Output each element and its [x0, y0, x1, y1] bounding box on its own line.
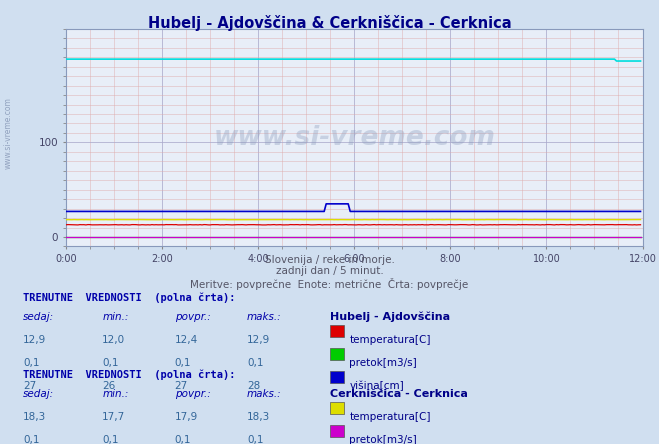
Text: TRENUTNE  VREDNOSTI  (polna črta):: TRENUTNE VREDNOSTI (polna črta):: [23, 369, 235, 380]
Text: povpr.:: povpr.:: [175, 312, 210, 322]
Text: 18,3: 18,3: [247, 412, 270, 422]
Text: min.:: min.:: [102, 389, 129, 399]
Text: maks.:: maks.:: [247, 389, 282, 399]
Text: Cerkniščica - Cerknica: Cerkniščica - Cerknica: [330, 389, 467, 399]
Text: www.si-vreme.com: www.si-vreme.com: [214, 125, 495, 151]
Text: višina[cm]: višina[cm]: [349, 381, 404, 392]
Text: 12,9: 12,9: [23, 335, 46, 345]
Text: 0,1: 0,1: [247, 435, 264, 444]
Text: TRENUTNE  VREDNOSTI  (polna črta):: TRENUTNE VREDNOSTI (polna črta):: [23, 292, 235, 303]
Text: temperatura[C]: temperatura[C]: [349, 412, 431, 422]
Text: 18,3: 18,3: [23, 412, 46, 422]
Text: 0,1: 0,1: [102, 358, 119, 368]
Text: 28: 28: [247, 381, 260, 391]
Text: 0,1: 0,1: [247, 358, 264, 368]
Text: Hubelj - Ajdovščina: Hubelj - Ajdovščina: [330, 312, 449, 322]
Text: 12,9: 12,9: [247, 335, 270, 345]
Text: 0,1: 0,1: [23, 358, 40, 368]
Text: 0,1: 0,1: [102, 435, 119, 444]
Text: 12,4: 12,4: [175, 335, 198, 345]
Text: Slovenija / reke in morje.: Slovenija / reke in morje.: [264, 255, 395, 266]
Text: www.si-vreme.com: www.si-vreme.com: [3, 97, 13, 169]
Text: min.:: min.:: [102, 312, 129, 322]
Text: povpr.:: povpr.:: [175, 389, 210, 399]
Text: pretok[m3/s]: pretok[m3/s]: [349, 358, 417, 368]
Text: 27: 27: [23, 381, 36, 391]
Text: maks.:: maks.:: [247, 312, 282, 322]
Text: 0,1: 0,1: [175, 435, 191, 444]
Text: 26: 26: [102, 381, 115, 391]
Text: 0,1: 0,1: [23, 435, 40, 444]
Text: sedaj:: sedaj:: [23, 389, 54, 399]
Text: temperatura[C]: temperatura[C]: [349, 335, 431, 345]
Text: Hubelj - Ajdovščina & Cerkniščica - Cerknica: Hubelj - Ajdovščina & Cerkniščica - Cerk…: [148, 15, 511, 31]
Text: 12,0: 12,0: [102, 335, 125, 345]
Text: 0,1: 0,1: [175, 358, 191, 368]
Text: Meritve: povprečne  Enote: metrične  Črta: povprečje: Meritve: povprečne Enote: metrične Črta:…: [190, 278, 469, 289]
Text: 17,9: 17,9: [175, 412, 198, 422]
Text: pretok[m3/s]: pretok[m3/s]: [349, 435, 417, 444]
Text: sedaj:: sedaj:: [23, 312, 54, 322]
Text: 17,7: 17,7: [102, 412, 125, 422]
Text: 27: 27: [175, 381, 188, 391]
Text: zadnji dan / 5 minut.: zadnji dan / 5 minut.: [275, 266, 384, 277]
